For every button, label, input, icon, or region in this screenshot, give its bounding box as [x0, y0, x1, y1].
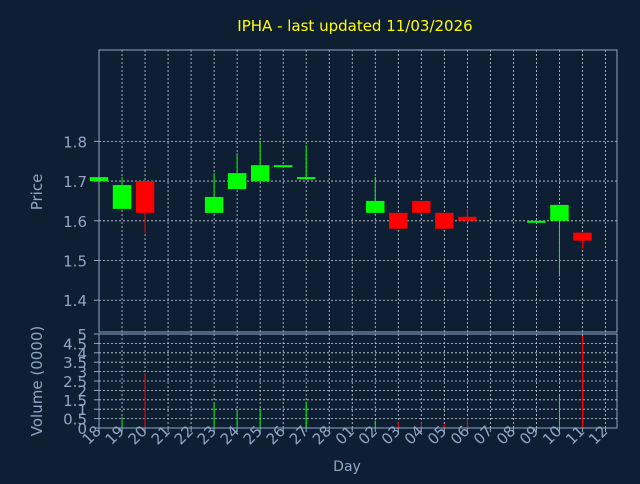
- volume-tick-label: 1.5: [63, 392, 87, 410]
- volume-tick-label: 0: [77, 420, 87, 438]
- candle-body: [250, 165, 270, 182]
- volume-frame: [98, 333, 618, 429]
- candle-body: [435, 212, 454, 229]
- volume-tick-label: 3: [77, 364, 87, 382]
- candle-body: [573, 232, 592, 241]
- volume-tick-label: 5: [77, 326, 87, 344]
- candle-body: [366, 200, 385, 213]
- candle-body: [273, 165, 293, 168]
- price-axis-label: Price: [28, 174, 46, 211]
- candle-body: [412, 200, 431, 213]
- candle-body: [135, 181, 155, 213]
- volume-tick-label: 0.5: [63, 411, 87, 429]
- volume-tick-label: 3.5: [63, 354, 87, 372]
- volume-tick-label: 2.5: [63, 373, 87, 391]
- candle-body: [389, 212, 408, 229]
- price-tick-label: 1.5: [63, 253, 87, 271]
- price-panel: 1.4 1.5 1.6 1.7 1.8: [63, 49, 618, 333]
- volume-tick-label: 4.5: [63, 335, 87, 353]
- day-axis-label: Day: [333, 459, 361, 475]
- price-tick-label: 1.6: [63, 213, 87, 231]
- candle-body: [527, 220, 546, 223]
- candle-body: [458, 216, 477, 221]
- chart-title: IPHA - last updated 11/03/2026: [237, 17, 472, 35]
- candle-body: [112, 185, 132, 209]
- volume-axis-label: Volume (0000): [28, 326, 46, 436]
- volume-panel: 00.511.522.533.544.55: [63, 326, 618, 438]
- price-tick-label: 1.4: [63, 292, 87, 310]
- candle-body: [550, 204, 569, 221]
- candle-body: [204, 196, 224, 213]
- price-tick-label: 1.8: [63, 133, 87, 151]
- volume-tick-label: 2: [77, 382, 87, 400]
- price-tick-label: 1.7: [63, 173, 87, 191]
- price-frame: [98, 49, 618, 333]
- candle-body: [227, 173, 247, 190]
- volume-tick-label: 1: [77, 401, 87, 419]
- volume-tick-label: 4: [77, 345, 87, 363]
- candle-body: [296, 177, 316, 180]
- day-axis: 1819202122232425262728010203040506070809…: [79, 422, 612, 448]
